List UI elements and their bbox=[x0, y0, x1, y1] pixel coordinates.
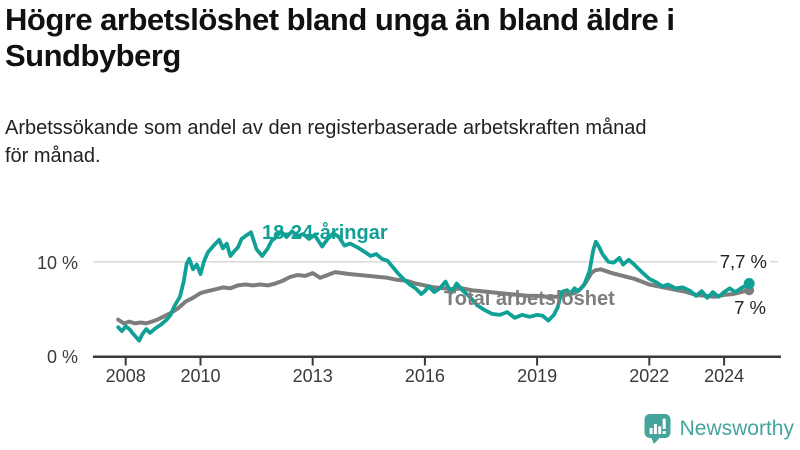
series-line-total bbox=[116, 267, 752, 326]
x-tick-label: 2008 bbox=[106, 366, 146, 386]
series-line-youth bbox=[116, 229, 752, 343]
x-tick-label: 2019 bbox=[517, 366, 557, 386]
series-end-dot-youth bbox=[743, 278, 755, 289]
x-tick-label: 2013 bbox=[293, 366, 333, 386]
x-tick-label: 2010 bbox=[180, 366, 220, 386]
series-label-total: Total arbetslöshet bbox=[444, 288, 615, 310]
x-tick-label: 2024 bbox=[704, 366, 744, 386]
newsworthy-logo[interactable]: Newsworthy bbox=[644, 413, 794, 445]
x-tick-label: 2016 bbox=[405, 366, 445, 386]
newsworthy-logo-text: Newsworthy bbox=[679, 417, 794, 440]
x-tick-label: 2022 bbox=[629, 366, 669, 386]
y-tick-label-10: 10 % bbox=[36, 253, 78, 273]
x-axis-ticks: 2008 2010 2013 2016 2019 2022 2024 bbox=[106, 356, 744, 386]
end-value-label-youth: 7,7 % bbox=[716, 251, 770, 273]
series-label-youth: 18-24-åringar bbox=[262, 222, 388, 244]
end-value-label-total: 7 % bbox=[731, 297, 769, 319]
page-title: Högre arbetslöshet bland unga än bland ä… bbox=[5, 2, 675, 74]
y-tick-label-0: 0 % bbox=[46, 347, 78, 367]
newsworthy-logo-icon bbox=[644, 414, 671, 444]
page-subtitle: Arbetssökande som andel av den registerb… bbox=[5, 117, 647, 168]
